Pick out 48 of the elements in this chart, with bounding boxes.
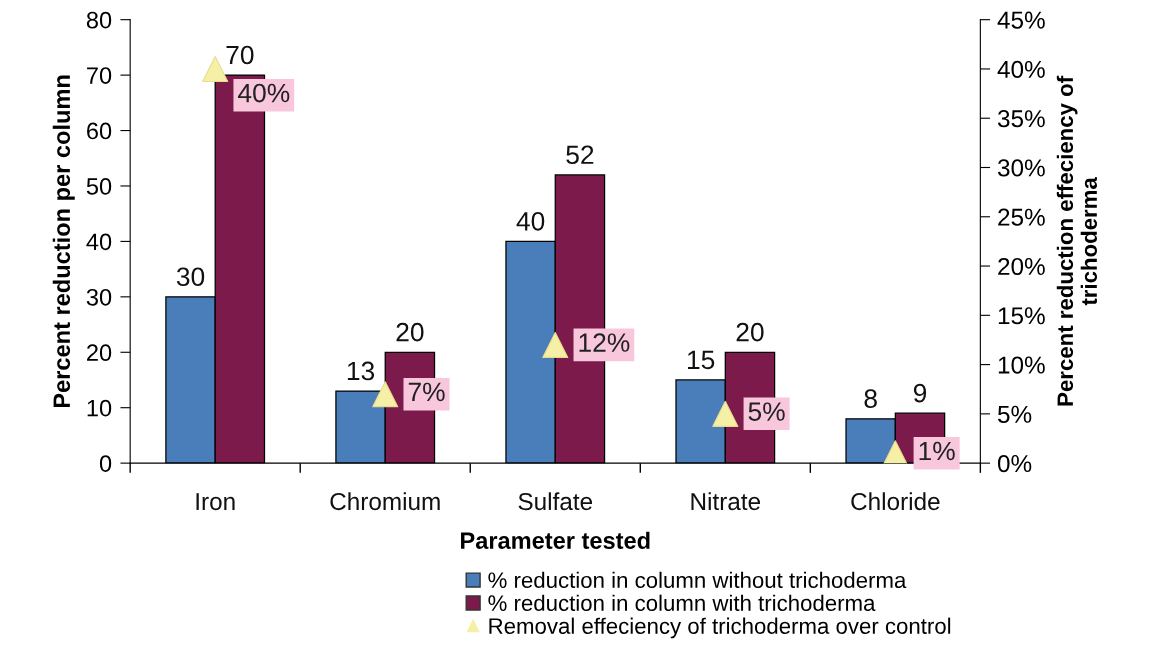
x-tick-label: Sulfate [518, 492, 593, 511]
legend-label: % reduction in column with trichoderma [488, 594, 876, 611]
y2-tick-label: 5% [997, 405, 1032, 423]
x-tick-label: Nitrate [691, 492, 761, 511]
y-axis-title: Percent reduction per column [52, 75, 75, 408]
y2-tick-label: 35% [997, 110, 1045, 128]
data-label: 8 [864, 389, 877, 409]
data-label: 40 [516, 211, 545, 231]
data-label: 15 [687, 350, 715, 370]
data-label: 70 [226, 45, 254, 65]
y2-tick-label: 0% [997, 454, 1032, 473]
y-tick-label: 50 [86, 178, 112, 195]
y-tick-label: 10 [87, 399, 112, 417]
y-tick-label: 80 [86, 11, 112, 29]
y2-tick-label: 10% [998, 356, 1045, 374]
y2-axis-title: Percent reduction effeciency of trichoderma [1056, 75, 1098, 406]
x-tick-label: Chloride [851, 492, 940, 511]
y2-tick-label: 15% [998, 307, 1045, 325]
y2-tick-label: 40% [997, 60, 1045, 78]
data-label: 52 [566, 145, 594, 165]
data-label: 40% [238, 83, 290, 103]
data-label: 13 [347, 361, 375, 381]
x-axis-title: Parameter tested [461, 531, 650, 549]
data-label: 20 [396, 322, 424, 342]
x-tick-label: Iron [196, 493, 235, 511]
y2-tick-label: 30% [997, 159, 1045, 177]
y-tick-label: 20 [87, 344, 112, 362]
y-tick-label: 60 [87, 122, 112, 140]
data-label: 1% [919, 441, 955, 461]
legend-label: % reduction in column without trichoderma [488, 571, 907, 589]
y-tick-label: 0 [99, 455, 112, 472]
y-tick-label: 40 [86, 233, 112, 251]
y-tick-label: 30 [86, 288, 112, 306]
data-label: 9 [913, 383, 927, 403]
point [542, 331, 569, 358]
data-label: 12% [579, 333, 630, 352]
legend-label: Removal effeciency of trichoderma over control [489, 617, 951, 639]
data-label: 5% [748, 402, 785, 421]
point [372, 381, 399, 408]
y2-tick-label: 45% [997, 11, 1045, 29]
point [712, 400, 739, 427]
data-label: 30 [176, 267, 205, 287]
y2-tick-label: 25% [998, 208, 1045, 226]
data-label: 20 [736, 322, 764, 342]
x-tick-label: Chromium [330, 492, 440, 511]
y-tick-label: 70 [87, 67, 112, 84]
data-label: 7% [408, 382, 445, 402]
y2-tick-label: 20% [998, 257, 1045, 276]
